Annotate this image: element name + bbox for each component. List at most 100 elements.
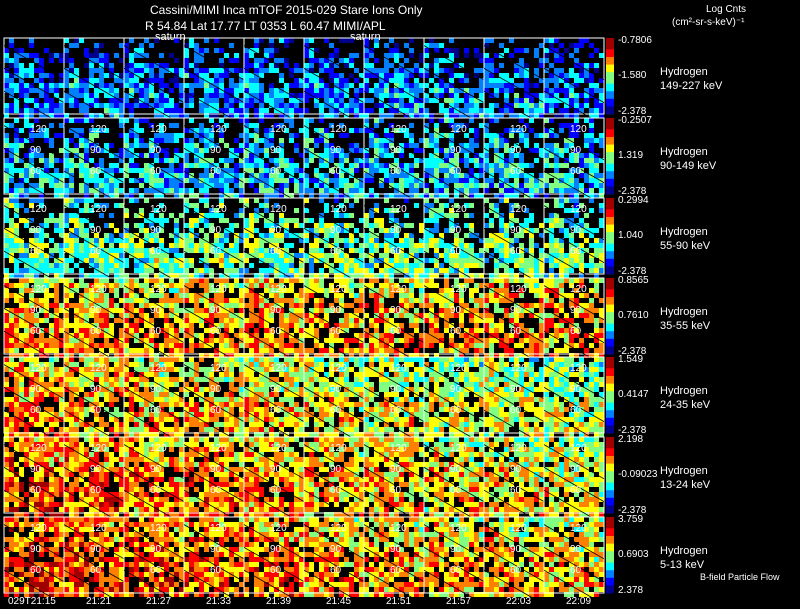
contour-label: 90 bbox=[330, 464, 342, 475]
contour-line bbox=[363, 524, 425, 560]
contour-line bbox=[483, 467, 545, 502]
contour-label: 90 bbox=[90, 225, 102, 236]
contour-line bbox=[483, 387, 545, 422]
contour-label: 120 bbox=[390, 124, 407, 135]
contour-line bbox=[303, 68, 365, 103]
contour-label: 90 bbox=[210, 464, 222, 475]
contour-label: 60 bbox=[30, 405, 42, 416]
contour-line bbox=[63, 308, 125, 343]
colorbar-mid: 1.319 bbox=[618, 150, 644, 161]
contour-label: 90 bbox=[270, 305, 282, 316]
contour-line bbox=[183, 45, 245, 81]
time-tick-label: 21:27 bbox=[146, 596, 172, 607]
contour-label: 90 bbox=[330, 145, 342, 156]
contour-label: 90 bbox=[510, 225, 522, 236]
contour-line bbox=[183, 467, 245, 502]
panel-r4-c2 bbox=[124, 357, 184, 437]
contour-line bbox=[183, 524, 245, 560]
contour-label: 60 bbox=[270, 485, 282, 496]
contour-label: 120 bbox=[90, 443, 107, 454]
contour-line bbox=[423, 125, 485, 161]
footer-label: B-field Particle Flow bbox=[700, 572, 780, 582]
colorbar-min: -2.378 bbox=[618, 266, 647, 277]
contour-line bbox=[183, 285, 245, 321]
contour-line bbox=[363, 205, 425, 241]
contour-line bbox=[423, 569, 485, 605]
panel-r2-c4 bbox=[244, 198, 304, 278]
panel-r5-c2 bbox=[124, 437, 184, 517]
panel-r2-c7 bbox=[424, 198, 484, 278]
contour-line bbox=[183, 148, 245, 183]
contour-line bbox=[243, 524, 305, 560]
panel-r1-c1 bbox=[64, 118, 124, 198]
colorbar-max: 2.198 bbox=[618, 434, 644, 445]
contour-line bbox=[423, 444, 485, 480]
contour-label: 60 bbox=[30, 166, 42, 177]
panel-r2-c6 bbox=[364, 198, 424, 278]
contour-line bbox=[423, 467, 485, 502]
contour-label: 120 bbox=[210, 284, 227, 295]
colorbar-mid: -0.09023 bbox=[618, 469, 658, 480]
contour-label: 90 bbox=[450, 544, 462, 555]
panel-r0-c2 bbox=[124, 38, 184, 118]
contour-label: 60 bbox=[510, 485, 522, 496]
contour-label: 60 bbox=[30, 485, 42, 496]
energy-range-label: 149-227 keV bbox=[660, 80, 723, 92]
contour-label: 120 bbox=[330, 523, 347, 534]
contour-label: 90 bbox=[510, 544, 522, 555]
colorbar-5 bbox=[606, 437, 614, 514]
contour-label: 120 bbox=[210, 124, 227, 135]
contour-label: 60 bbox=[390, 166, 402, 177]
contour-label: 120 bbox=[150, 204, 167, 215]
colorbar-2 bbox=[606, 198, 614, 275]
contour-label: 120 bbox=[450, 363, 467, 374]
contour-line bbox=[483, 170, 545, 206]
contour-label: 90 bbox=[90, 305, 102, 316]
contour-line bbox=[543, 524, 605, 560]
contour-label: 90 bbox=[210, 225, 222, 236]
contour-label: 60 bbox=[330, 405, 342, 416]
panel-r1-c0 bbox=[4, 118, 64, 198]
colorbar-max: 0.8565 bbox=[618, 275, 649, 286]
contour-line bbox=[183, 444, 245, 480]
contour-label: 120 bbox=[150, 124, 167, 135]
panel-r4-c6 bbox=[364, 357, 424, 437]
contour-line bbox=[303, 228, 365, 263]
contour-label: 120 bbox=[510, 204, 527, 215]
contour-label: 60 bbox=[330, 565, 342, 576]
colorbar-units: (cm²-sr-s-keV)⁻¹ bbox=[672, 17, 745, 28]
contour-label: 60 bbox=[330, 485, 342, 496]
contour-line bbox=[3, 364, 65, 400]
contour-line bbox=[363, 285, 425, 321]
contour-label: 90 bbox=[390, 384, 402, 395]
contour-label: 60 bbox=[450, 326, 462, 337]
colorbar-min: -2.378 bbox=[618, 425, 647, 436]
contour-line bbox=[543, 387, 605, 422]
contour-label: 60 bbox=[90, 405, 102, 416]
contour-label: 60 bbox=[30, 246, 42, 257]
contour-line bbox=[123, 148, 185, 183]
contour-label: 120 bbox=[570, 124, 587, 135]
contour-label: 60 bbox=[450, 565, 462, 576]
contour-line bbox=[63, 228, 125, 263]
contour-label: 120 bbox=[270, 284, 287, 295]
panel-r2-c8 bbox=[484, 198, 544, 278]
panel-r4-c7 bbox=[424, 357, 484, 437]
panel-r4-c5 bbox=[304, 357, 364, 437]
panel-r5-c1 bbox=[64, 437, 124, 517]
contour-label: 120 bbox=[450, 204, 467, 215]
contour-label: 90 bbox=[210, 384, 222, 395]
colorbar-min: 2.378 bbox=[618, 585, 644, 596]
saturn-label-2: saturn bbox=[350, 31, 381, 43]
contour-label: 60 bbox=[210, 246, 222, 257]
contour-line bbox=[543, 308, 605, 343]
contour-line bbox=[423, 387, 485, 422]
contour-label: 90 bbox=[30, 305, 42, 316]
contour-line bbox=[63, 125, 125, 161]
contour-label: 120 bbox=[210, 523, 227, 534]
contour-label: 120 bbox=[30, 284, 47, 295]
contour-label: 120 bbox=[90, 204, 107, 215]
contour-line bbox=[543, 547, 605, 582]
species-label: Hydrogen bbox=[660, 146, 708, 158]
contour-label: 120 bbox=[330, 443, 347, 454]
